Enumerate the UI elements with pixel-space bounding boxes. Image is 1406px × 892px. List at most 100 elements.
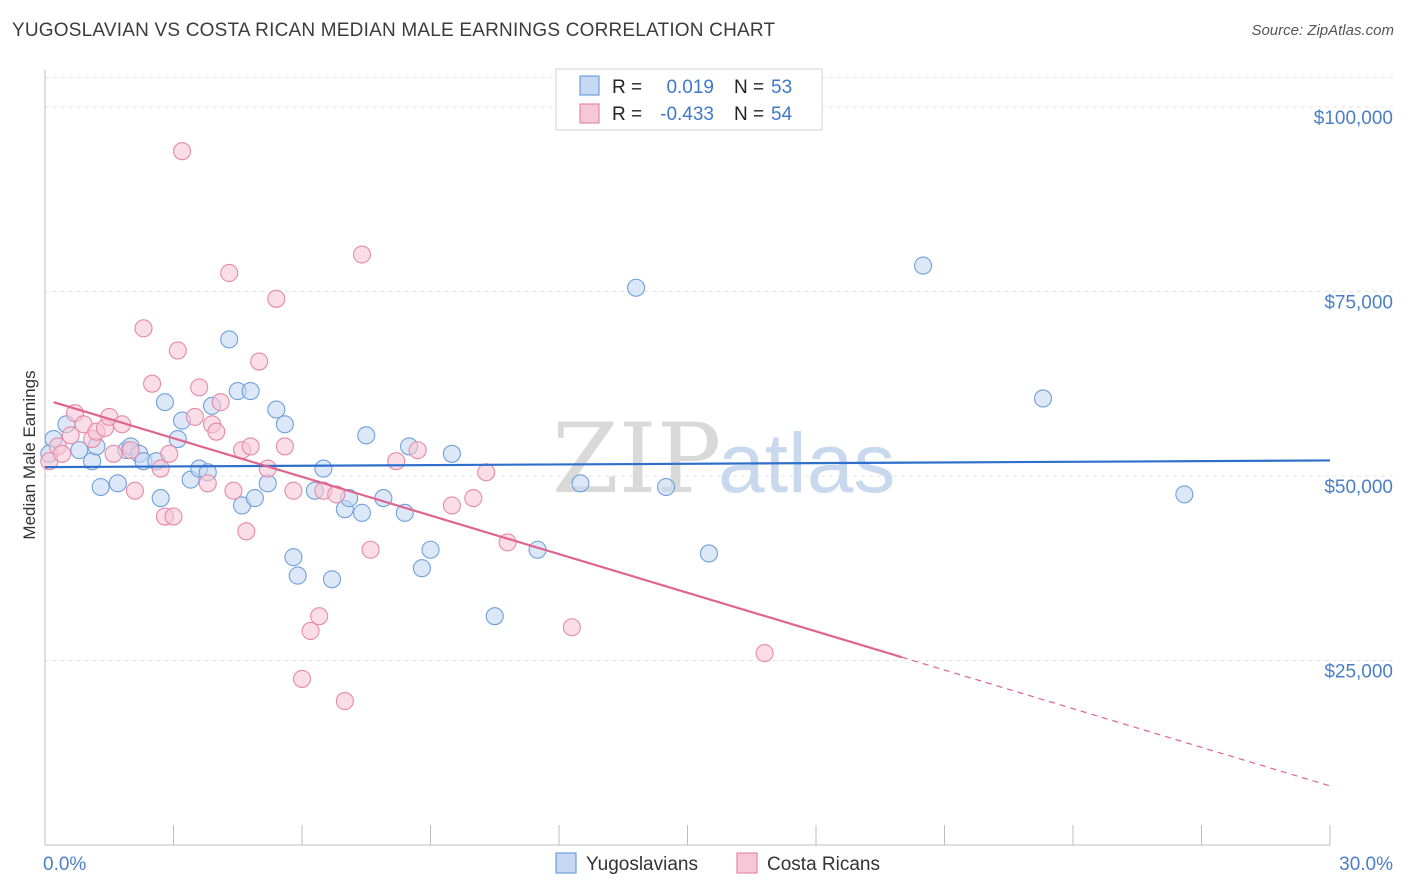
data-point xyxy=(412,559,431,578)
data-point xyxy=(185,407,204,426)
data-point xyxy=(104,444,123,463)
data-point xyxy=(134,319,153,338)
data-point xyxy=(164,507,183,526)
data-point xyxy=(275,437,294,456)
data-point xyxy=(755,644,774,663)
legend-bottom: Yugoslavians Costa Ricans xyxy=(555,852,880,875)
trend-lines xyxy=(44,401,1331,787)
data-point xyxy=(288,566,307,585)
data-point xyxy=(292,669,312,688)
data-point xyxy=(408,441,427,460)
data-point xyxy=(485,607,504,626)
data-point xyxy=(207,422,226,441)
data-point xyxy=(250,352,269,371)
trend-line xyxy=(53,401,902,659)
data-point xyxy=(357,426,376,445)
legend-n-label: N = xyxy=(734,104,764,125)
data-point xyxy=(284,548,303,567)
data-point xyxy=(267,289,286,308)
gridlines xyxy=(45,76,1395,661)
data-point xyxy=(168,341,187,360)
data-point xyxy=(571,474,590,493)
chart-title: YUGOSLAVIAN VS COSTA RICAN MEDIAN MALE E… xyxy=(12,20,776,41)
legend-swatch-costa-ricans xyxy=(579,103,600,124)
data-point xyxy=(224,481,243,500)
legend-top-box xyxy=(555,68,823,131)
data-point xyxy=(190,378,209,397)
legend-n-value: 53 xyxy=(771,77,792,98)
data-point xyxy=(284,481,303,500)
data-point xyxy=(241,437,260,456)
trend-line-extension xyxy=(901,656,1331,787)
watermark-zip: ZIP xyxy=(552,403,721,515)
legend-r-label: R = xyxy=(612,104,642,125)
data-point xyxy=(245,489,264,508)
legend-n-value: 54 xyxy=(771,104,793,125)
data-point xyxy=(562,618,581,637)
data-point xyxy=(387,452,406,471)
data-point xyxy=(361,540,380,559)
data-point xyxy=(151,459,170,478)
data-point xyxy=(220,330,239,349)
y-axis-label: Median Male Earnings xyxy=(20,370,39,539)
data-point xyxy=(322,570,342,589)
data-point xyxy=(211,393,230,412)
y-tick-label: $75,000 xyxy=(1324,292,1393,313)
data-point xyxy=(442,496,461,515)
data-point xyxy=(237,522,256,541)
legend-label-costa-ricans: Costa Ricans xyxy=(767,854,880,875)
data-point xyxy=(352,245,372,264)
legend-label-yugoslavians: Yugoslavians xyxy=(586,854,698,875)
data-point xyxy=(314,459,333,478)
data-point xyxy=(173,142,192,161)
data-point xyxy=(477,463,496,482)
data-point xyxy=(914,256,933,275)
data-point xyxy=(160,444,179,463)
data-point xyxy=(442,444,461,463)
data-point xyxy=(143,374,162,393)
data-point xyxy=(1033,389,1053,408)
legend-swatch-costa-ricans xyxy=(736,852,758,874)
data-point xyxy=(155,393,174,412)
x-tick-label: 0.0% xyxy=(43,854,86,875)
data-point xyxy=(108,474,127,493)
data-point xyxy=(699,544,718,563)
data-point xyxy=(267,400,286,419)
data-point xyxy=(1175,485,1194,504)
data-point xyxy=(301,621,320,641)
data-point xyxy=(275,415,294,434)
data-point xyxy=(421,540,440,559)
data-point xyxy=(198,474,217,493)
data-point xyxy=(151,489,170,508)
watermark: ZIP atlas xyxy=(552,403,895,515)
x-tick-labels: 0.0% 30.0% xyxy=(43,854,1393,875)
data-point xyxy=(91,477,110,497)
data-point xyxy=(53,444,72,463)
source-note: Source: ZipAtlas.com xyxy=(1251,22,1394,39)
data-point xyxy=(627,278,646,297)
x-tick-label: 30.0% xyxy=(1339,854,1393,875)
data-point xyxy=(220,263,239,283)
data-point xyxy=(464,489,483,508)
legend-swatch-yugoslavians xyxy=(555,852,577,874)
data-point xyxy=(121,441,140,460)
data-point xyxy=(352,503,372,522)
y-tick-label: $50,000 xyxy=(1324,477,1393,498)
legend-swatch-yugoslavians xyxy=(579,75,600,96)
legend-n-label: N = xyxy=(734,77,764,98)
data-point xyxy=(61,426,80,445)
legend-r-value: -0.433 xyxy=(660,104,714,125)
legend-top: R = 0.019 N = 53 R = -0.433 N = 54 xyxy=(555,68,823,131)
data-point xyxy=(310,607,329,626)
y-tick-labels: $25,000 $50,000 $75,000 $100,000 xyxy=(1314,108,1393,683)
legend-r-value: 0.019 xyxy=(666,77,714,98)
data-point xyxy=(125,481,144,500)
data-point xyxy=(241,382,260,401)
data-point xyxy=(327,485,346,504)
data-point xyxy=(657,477,676,497)
y-tick-label: $100,000 xyxy=(1314,108,1393,129)
trend-line xyxy=(44,459,1331,469)
y-tick-label: $25,000 xyxy=(1324,661,1393,682)
legend-r-label: R = xyxy=(612,77,642,98)
